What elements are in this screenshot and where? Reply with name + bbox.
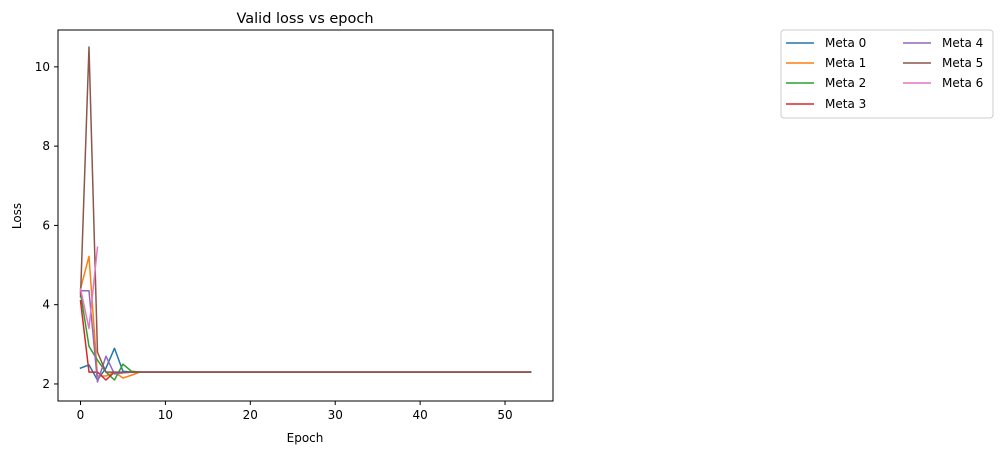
y-tick-label: 2 [42,377,50,391]
y-tick-label: 10 [35,60,50,74]
y-tick-label: 6 [42,218,50,232]
y-tick-label: 8 [42,139,50,153]
series-line-meta-5 [79,46,532,373]
x-tick-label: 40 [412,408,427,422]
y-axis-label: Loss [10,203,24,229]
x-axis-label: Epoch [287,431,324,445]
x-tick-label: 30 [328,408,343,422]
plot-area [57,29,554,402]
x-tick-label: 50 [497,408,512,422]
x-axis: 0 10 20 30 40 50 [77,401,513,422]
x-tick-label: 20 [243,408,258,422]
x-tick-label: 10 [158,408,173,422]
y-axis: 2 4 6 8 10 [35,60,58,391]
chart-title: Valid loss vs epoch [236,11,373,27]
legend-label: Meta 4 [942,36,983,50]
y-tick-label: 4 [42,298,50,312]
legend-label: Meta 0 [825,36,866,50]
legend-label: Meta 3 [825,97,866,111]
legend-label: Meta 2 [825,76,866,90]
series-layer [79,46,532,383]
x-tick-label: 0 [77,408,85,422]
series-line-meta-6 [79,246,99,330]
legend-label: Meta 5 [942,56,983,70]
legend: Meta 0 Meta 1 Meta 2 Meta 3 Meta 4 Meta 5 Meta… [780,29,994,119]
legend-label: Meta 6 [942,76,983,90]
legend-label: Meta 1 [825,56,866,70]
legend-frame [780,29,994,119]
